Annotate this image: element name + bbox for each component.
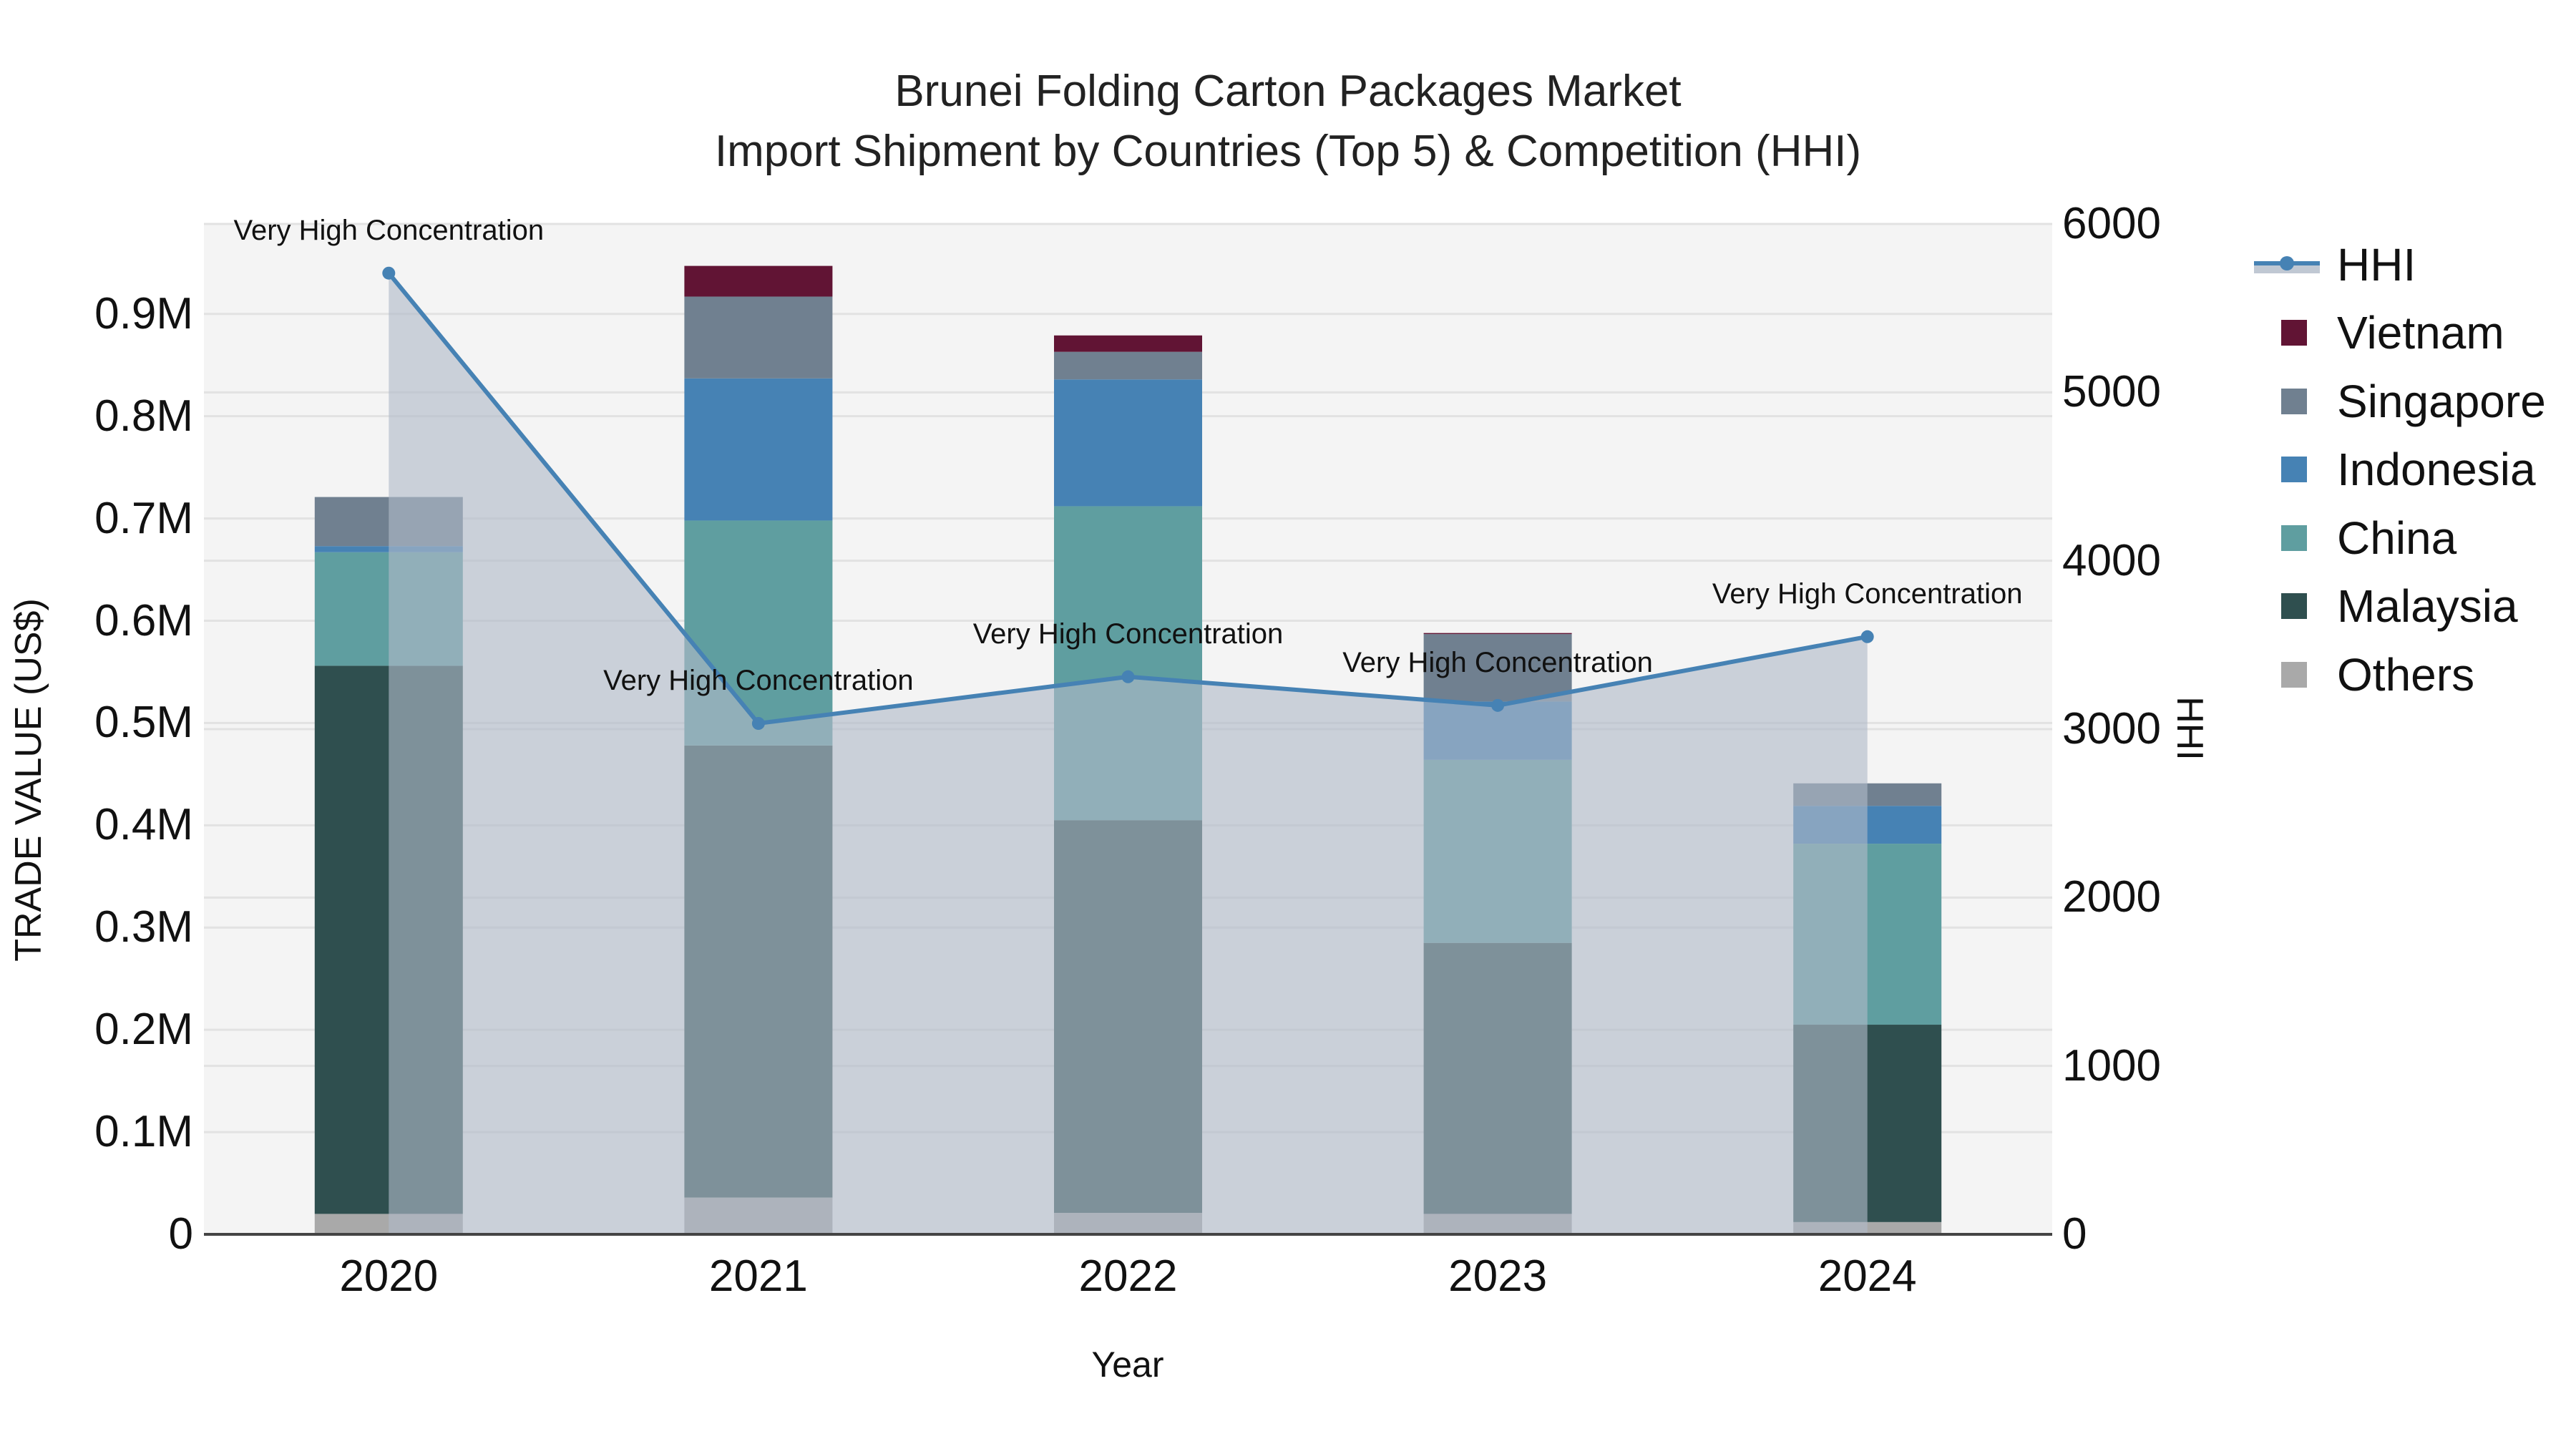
hhi-line [382, 266, 1874, 1235]
y2-axis-title: HHI [2169, 696, 2210, 761]
y2-tick-label: 0 [2062, 1209, 2087, 1259]
chart-title-line-1: Brunei Folding Carton Packages Market [894, 67, 1682, 116]
legend-label: Malaysia [2337, 580, 2518, 633]
y-tick-label: 0.4M [94, 800, 193, 850]
legend-label: Indonesia [2337, 444, 2536, 496]
bar-segment-singapore-2021[interactable] [684, 296, 833, 379]
hhi-point-2022[interactable] [1121, 670, 1135, 683]
y2-tick-label: 5000 [2062, 367, 2161, 417]
bar-segment-vietnam-2021[interactable] [684, 265, 833, 297]
bar-segment-singapore-2023[interactable] [1423, 634, 1572, 702]
legend-item-china[interactable]: China [2254, 504, 2546, 572]
y2-tick-label: 1000 [2062, 1040, 2161, 1091]
legend-label: China [2337, 512, 2457, 564]
y-tick-label: 0.3M [94, 902, 193, 952]
legend-line-marker-icon [2254, 252, 2320, 278]
x-tick-label-2024: 2024 [1818, 1252, 1917, 1301]
legend-swatch-icon [2281, 525, 2307, 551]
y-tick-label: 0.2M [94, 1005, 193, 1055]
legend-label: Others [2337, 648, 2475, 701]
hhi-point-2024[interactable] [1860, 630, 1874, 643]
hhi-annotation-2021: Very High Concentration [603, 664, 914, 696]
legend-swatch-icon [2281, 593, 2307, 620]
chart-title-line-2: Import Shipment by Countries (Top 5) & C… [714, 127, 1862, 176]
hhi-point-2020[interactable] [382, 266, 396, 280]
legend-item-singapore[interactable]: Singapore [2254, 367, 2546, 436]
x-tick-label-2020: 2020 [339, 1252, 439, 1301]
bar-segment-indonesia-2022[interactable] [1054, 379, 1202, 507]
y2-tick-label: 4000 [2062, 535, 2161, 585]
hhi-annotation-2023: Very High Concentration [1342, 646, 1653, 678]
bar-segment-singapore-2022[interactable] [1054, 351, 1202, 380]
legend: HHI Vietnam Singapore Indonesia China Malaysi… [2254, 230, 2546, 709]
x-tick-label-2022: 2022 [1078, 1252, 1178, 1301]
hhi-point-2021[interactable] [751, 716, 765, 730]
hhi-area [389, 273, 1868, 1235]
y-tick-label: 0.1M [94, 1107, 193, 1157]
legend-label: Singapore [2337, 375, 2546, 427]
y2-tick-label: 6000 [2062, 199, 2161, 248]
bar-segment-vietnam-2023[interactable] [1423, 633, 1572, 635]
y-tick-label: 0 [168, 1209, 193, 1259]
bar-segment-vietnam-2022[interactable] [1054, 335, 1202, 352]
legend-item-others[interactable]: Others [2254, 640, 2546, 709]
y-axis-title: TRADE VALUE (US$) [8, 598, 49, 962]
legend-swatch-icon [2281, 457, 2307, 483]
y-tick-label: 0.9M [94, 288, 193, 338]
x-tick-label-2021: 2021 [708, 1252, 808, 1301]
hhi-annotation-2024: Very High Concentration [1712, 577, 2023, 610]
legend-swatch-icon [2281, 388, 2307, 414]
y-tick-label: 0.8M [94, 391, 193, 441]
y2-tick-label: 3000 [2062, 704, 2161, 753]
y-tick-label: 0.5M [94, 698, 193, 748]
x-axis-title: Year [1091, 1345, 1164, 1385]
y2-tick-label: 2000 [2062, 872, 2161, 922]
legend-label: HHI [2337, 238, 2416, 291]
x-tick-label-2023: 2023 [1448, 1252, 1548, 1301]
legend-item-vietnam[interactable]: Vietnam [2254, 299, 2546, 368]
y-tick-label: 0.7M [94, 493, 193, 543]
legend-swatch-icon [2281, 320, 2307, 346]
hhi-annotation-2020: Very High Concentration [233, 214, 545, 246]
y-tick-label: 0.6M [94, 595, 193, 645]
legend-label: Vietnam [2337, 307, 2504, 359]
legend-item-malaysia[interactable]: Malaysia [2254, 572, 2546, 641]
bar-segment-indonesia-2021[interactable] [684, 378, 833, 521]
legend-item-hhi[interactable]: HHI [2254, 230, 2546, 299]
hhi-point-2023[interactable] [1491, 698, 1505, 712]
legend-swatch-icon [2281, 661, 2307, 688]
legend-item-indonesia[interactable]: Indonesia [2254, 436, 2546, 504]
hhi-annotation-2022: Very High Concentration [972, 618, 1284, 650]
